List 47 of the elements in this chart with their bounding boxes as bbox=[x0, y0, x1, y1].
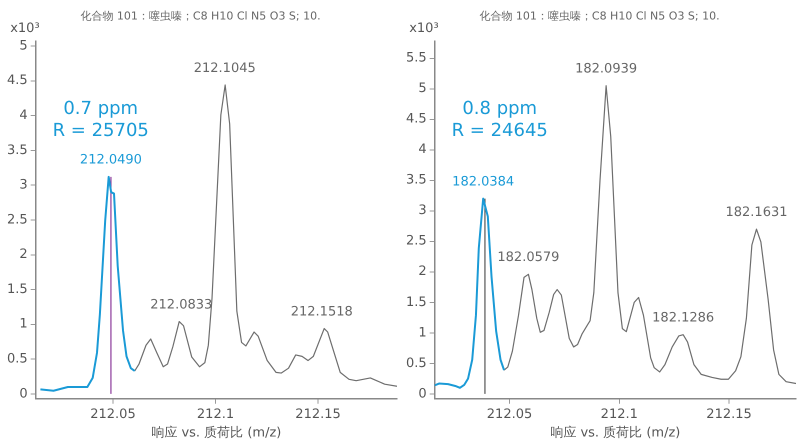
x-tick-label: 212.1 bbox=[600, 406, 638, 422]
annotation: 212.1518 bbox=[290, 304, 353, 320]
x-tick-label: 212.1 bbox=[196, 406, 234, 422]
y-tick-label: 3.5 bbox=[6, 142, 28, 158]
annotation: R = 25705 bbox=[52, 120, 149, 141]
x-tick-label: 212.05 bbox=[486, 406, 532, 422]
y-tick-label: 1.5 bbox=[6, 282, 28, 297]
y-tick-label: 2 bbox=[19, 247, 28, 262]
y-axis-title: x10³ bbox=[409, 21, 439, 36]
annotation: 212.0490 bbox=[80, 152, 142, 168]
y-tick-label: 0.5 bbox=[406, 356, 427, 371]
x-tick-label: 212.15 bbox=[295, 406, 341, 422]
y-tick-label: 2.5 bbox=[406, 234, 427, 249]
annotation: R = 24645 bbox=[452, 120, 548, 141]
chart-title: 化合物 101：噻虫嗪；C8 H10 Cl N5 O3 S; 10. bbox=[479, 9, 720, 22]
y-tick-label: 4.5 bbox=[6, 73, 28, 88]
y-axis-title: x10³ bbox=[10, 21, 40, 36]
y-tick-label: 3.5 bbox=[406, 172, 427, 188]
annotation: 212.1045 bbox=[194, 60, 256, 76]
y-tick-label: 4 bbox=[19, 108, 28, 124]
y-tick-label: 2 bbox=[418, 264, 427, 280]
y-tick-label: 1 bbox=[19, 316, 28, 332]
annotation: 0.8 ppm bbox=[462, 98, 538, 119]
y-tick-label: 4 bbox=[418, 142, 427, 158]
y-tick-label: 1.5 bbox=[406, 294, 427, 310]
y-tick-label: 0.5 bbox=[6, 352, 28, 367]
x-tick-label: 212.15 bbox=[706, 406, 752, 422]
annotation: 182.0579 bbox=[497, 250, 560, 266]
chart-title: 化合物 101：噻虫嗪；C8 H10 Cl N5 O3 S; 10. bbox=[80, 9, 321, 22]
y-tick-label: 0 bbox=[19, 386, 28, 402]
y-tick-label: 0 bbox=[418, 386, 427, 402]
x-tick-label: 212.05 bbox=[90, 406, 136, 422]
annotation: 182.0384 bbox=[452, 174, 514, 190]
y-tick-label: 1 bbox=[418, 325, 427, 340]
y-tick-label: 2.5 bbox=[6, 212, 28, 228]
y-tick-label: 3 bbox=[19, 178, 28, 193]
annotation: 182.0939 bbox=[575, 62, 638, 77]
y-tick-label: 5.5 bbox=[406, 50, 427, 66]
y-tick-label: 5 bbox=[19, 38, 28, 54]
annotation: 182.1631 bbox=[725, 205, 788, 220]
x-axis-title: 响应 vs. 质荷比 (m/z) bbox=[550, 424, 680, 441]
annotation: 182.1286 bbox=[652, 310, 714, 326]
y-tick-label: 5 bbox=[418, 81, 427, 96]
y-tick-label: 3 bbox=[418, 203, 427, 218]
y-tick-label: 4.5 bbox=[406, 112, 427, 127]
annotation: 0.7 ppm bbox=[63, 98, 138, 119]
x-axis-title: 响应 vs. 质荷比 (m/z) bbox=[151, 424, 282, 441]
